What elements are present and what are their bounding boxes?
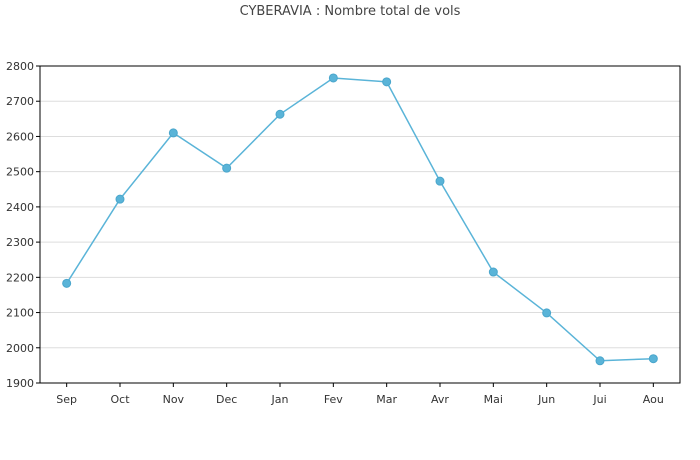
x-tick-label: Aou xyxy=(643,393,664,406)
data-point xyxy=(328,73,338,83)
series-line xyxy=(66,77,654,362)
y-tick-label: 2800 xyxy=(6,60,34,73)
x-tick-label: Avr xyxy=(431,393,449,406)
chart-title: CYBERAVIA : Nombre total de vols xyxy=(239,4,461,19)
data-point xyxy=(168,128,178,138)
y-tick-label: 2300 xyxy=(6,236,34,249)
plot-frame xyxy=(39,65,681,384)
y-tick-label: 1900 xyxy=(6,377,34,390)
x-tick-label: Sep xyxy=(56,393,77,406)
data-point xyxy=(62,278,72,288)
x-tick-labels: Sep Oct Nov Dec Jan Fev Mar Avr Mai Jun Jui Aou xyxy=(56,393,664,406)
y-tick-labels: 1900 2000 2100 2200 2300 2400 2500 2600 2700 2800 xyxy=(6,60,34,390)
x-tick-label: Mar xyxy=(376,393,397,406)
y-tick-label: 2200 xyxy=(6,271,34,284)
x-tick-label: Fev xyxy=(324,393,343,406)
y-tick-label: 2500 xyxy=(6,166,34,179)
data-point xyxy=(435,176,445,186)
grid-lines xyxy=(40,100,680,349)
data-point xyxy=(382,77,392,87)
x-tick-label: Nov xyxy=(163,393,185,406)
x-tick-label: Dec xyxy=(216,393,237,406)
data-point xyxy=(275,109,285,119)
data-point xyxy=(595,356,605,366)
data-point xyxy=(648,354,658,364)
x-tick-label: Mai xyxy=(484,393,503,406)
x-tick-label: Jan xyxy=(271,393,289,406)
axes xyxy=(36,65,681,387)
data-point xyxy=(488,267,498,277)
data-point xyxy=(222,163,232,173)
y-tick-label: 2700 xyxy=(6,95,34,108)
x-tick-label: Jui xyxy=(592,393,606,406)
y-tick-label: 2000 xyxy=(6,342,34,355)
y-tick-label: 2400 xyxy=(6,201,34,214)
y-tick-label: 2100 xyxy=(6,307,34,320)
x-tick-label: Oct xyxy=(110,393,130,406)
series-layer xyxy=(62,73,658,366)
y-tick-label: 2600 xyxy=(6,130,34,143)
x-tick-label: Jun xyxy=(537,393,555,406)
data-point xyxy=(542,308,552,318)
data-point xyxy=(115,194,125,204)
